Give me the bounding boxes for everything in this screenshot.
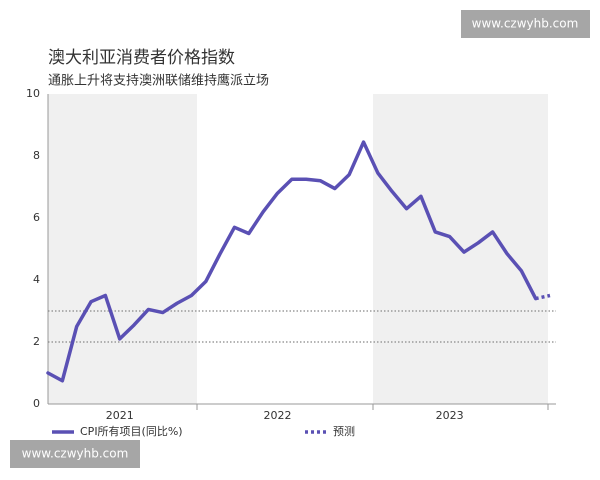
legend-label: CPI所有项目(同比%) (80, 424, 183, 438)
legend-label: 预测 (333, 425, 355, 438)
shade-2021 (48, 94, 197, 404)
watermark: www.czwyhb.com (22, 447, 129, 461)
series-line (535, 293, 551, 301)
chart-title: 澳大利亚消费者价格指数 (48, 48, 235, 68)
watermark-box (10, 440, 140, 468)
y-tick-label: 2 (33, 335, 40, 348)
x-tick-label: 2023 (436, 409, 464, 422)
series-line (46, 140, 538, 383)
plot: 0 2 4 6 8 10 2021 2022 2023 (26, 87, 556, 422)
y-tick-label: 6 (33, 211, 40, 224)
x-tick-label: 2022 (263, 409, 291, 422)
x-tick-label: 2021 (106, 409, 134, 422)
y-tick-label: 8 (33, 149, 40, 162)
chart-subtitle: 通胀上升将支持澳洲联储维持鹰派立场 (48, 73, 269, 89)
y-tick-label: 4 (33, 273, 40, 286)
watermark-box (461, 10, 590, 38)
watermark: www.czwyhb.com (472, 17, 579, 31)
y-tick-label: 10 (26, 87, 40, 100)
y-tick-label: 0 (33, 397, 40, 410)
